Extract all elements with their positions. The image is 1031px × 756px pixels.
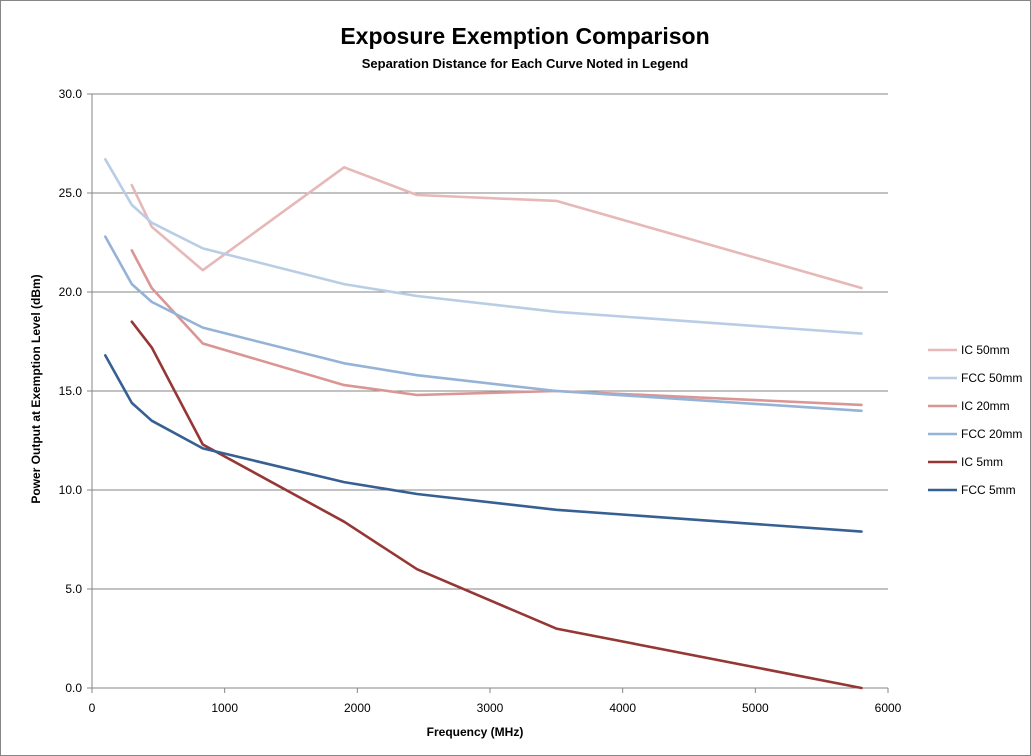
gridlines [92, 93, 888, 590]
legend-label-ic-5mm: IC 5mm [961, 455, 1003, 469]
x-tick-label: 4000 [609, 701, 636, 715]
x-tick-label: 1000 [211, 701, 238, 715]
legend-label-ic-20mm: IC 20mm [961, 399, 1010, 413]
series-line-fcc-5mm [104, 354, 863, 533]
y-tick-label: 10.0 [59, 483, 83, 497]
x-tick-label: 3000 [477, 701, 504, 715]
x-tick-label: 6000 [875, 701, 902, 715]
series-line-fcc-50mm [104, 158, 863, 335]
x-tick-label: 2000 [344, 701, 371, 715]
x-tick-label: 5000 [742, 701, 769, 715]
y-tick-label: 20.0 [59, 285, 83, 299]
y-axis-title: Power Output at Exemption Level (dBm) [29, 274, 43, 503]
legend-label-ic-50mm: IC 50mm [961, 343, 1010, 357]
series-line-ic-20mm [130, 249, 863, 407]
y-tick-label: 15.0 [59, 384, 83, 398]
y-tick-label: 25.0 [59, 186, 83, 200]
series-lines [104, 158, 863, 690]
legend-label-fcc-50mm: FCC 50mm [961, 371, 1022, 385]
y-tick-label: 30.0 [59, 87, 83, 101]
series-line-ic-50mm [130, 166, 863, 290]
y-tick-label: 0.0 [65, 681, 82, 695]
y-axis-ticks: 0.0 5.0 10.0 15.0 20.0 25.0 30.0 [59, 87, 92, 695]
y-tick-label: 5.0 [65, 582, 82, 596]
legend: IC 50mm FCC 50mm IC 20mm FCC 20mm IC 5mm FCC … [928, 343, 1022, 497]
legend-label-fcc-20mm: FCC 20mm [961, 427, 1022, 441]
x-axis-title: Frequency (MHz) [427, 725, 524, 739]
series-line-ic-5mm [130, 320, 863, 690]
x-tick-label: 0 [89, 701, 96, 715]
chart-subtitle: Separation Distance for Each Curve Noted… [362, 56, 689, 71]
series-line-fcc-20mm [104, 235, 863, 413]
chart-title: Exposure Exemption Comparison [340, 23, 709, 49]
x-axis-ticks: 0 1000 2000 3000 4000 5000 6000 [89, 688, 902, 715]
legend-label-fcc-5mm: FCC 5mm [961, 483, 1016, 497]
